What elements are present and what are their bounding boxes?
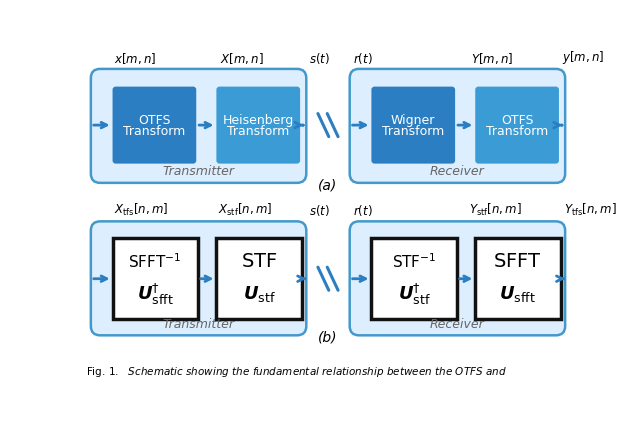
Text: $\mathrm{STF}^{-1}$: $\mathrm{STF}^{-1}$: [392, 252, 436, 271]
Text: $X_{\mathrm{stf}}[n,m]$: $X_{\mathrm{stf}}[n,m]$: [218, 201, 273, 217]
Text: Transform: Transform: [227, 125, 289, 138]
Text: $\boldsymbol{U}^{\dagger}_{\mathrm{stf}}$: $\boldsymbol{U}^{\dagger}_{\mathrm{stf}}…: [397, 281, 431, 307]
Text: $Y_{\mathrm{stf}}[n,m]$: $Y_{\mathrm{stf}}[n,m]$: [469, 201, 522, 217]
FancyBboxPatch shape: [349, 221, 565, 335]
FancyBboxPatch shape: [349, 69, 565, 183]
Text: $X[m,n]$: $X[m,n]$: [220, 51, 263, 66]
Text: $\mathrm{SFFT}$: $\mathrm{SFFT}$: [493, 252, 542, 271]
Text: $Y[m,n]$: $Y[m,n]$: [470, 51, 513, 66]
Text: Transform: Transform: [486, 125, 548, 138]
FancyBboxPatch shape: [113, 87, 196, 164]
Text: $\boldsymbol{U}^{\dagger}_{\mathrm{sfft}}$: $\boldsymbol{U}^{\dagger}_{\mathrm{sfft}…: [137, 281, 173, 307]
Text: Heisenberg: Heisenberg: [223, 114, 294, 127]
Text: (a): (a): [318, 179, 338, 193]
Text: $x[m,n]$: $x[m,n]$: [114, 51, 156, 66]
FancyBboxPatch shape: [216, 87, 300, 164]
Text: $s(t)$: $s(t)$: [309, 203, 330, 217]
Bar: [476, 238, 561, 319]
Text: $r(t)$: $r(t)$: [353, 203, 372, 217]
Text: Transmitter: Transmitter: [163, 318, 235, 331]
Text: (b): (b): [318, 330, 338, 345]
Text: $\boldsymbol{U}_{\mathrm{stf}}$: $\boldsymbol{U}_{\mathrm{stf}}$: [243, 284, 276, 304]
Text: $X_{\mathrm{tfs}}[n,m]$: $X_{\mathrm{tfs}}[n,m]$: [114, 201, 168, 217]
Text: OTFS: OTFS: [501, 114, 533, 127]
Text: $\mathrm{STF}$: $\mathrm{STF}$: [241, 252, 277, 271]
Text: $r(t)$: $r(t)$: [353, 51, 372, 66]
Text: OTFS: OTFS: [138, 114, 171, 127]
Bar: [371, 238, 457, 319]
Text: Transform: Transform: [382, 125, 444, 138]
FancyBboxPatch shape: [91, 69, 307, 183]
Text: Transform: Transform: [124, 125, 186, 138]
Text: Receiver: Receiver: [430, 318, 485, 331]
Text: Transmitter: Transmitter: [163, 165, 235, 178]
Text: Wigner: Wigner: [391, 114, 435, 127]
Text: $\boldsymbol{U}_{\mathrm{sfft}}$: $\boldsymbol{U}_{\mathrm{sfft}}$: [499, 284, 536, 304]
FancyBboxPatch shape: [476, 87, 559, 164]
Text: Fig. 1.   $\it{Schematic\ showing\ the\ fundamental\ relationship\ between\ the\: Fig. 1. $\it{Schematic\ showing\ the\ fu…: [86, 365, 507, 379]
Bar: [113, 238, 198, 319]
Text: $\mathrm{SFFT}^{-1}$: $\mathrm{SFFT}^{-1}$: [129, 252, 182, 271]
FancyBboxPatch shape: [371, 87, 455, 164]
Text: $s(t)$: $s(t)$: [309, 51, 330, 66]
Text: $Y_{\mathrm{tfs}}[n,m]$: $Y_{\mathrm{tfs}}[n,m]$: [564, 201, 617, 217]
FancyBboxPatch shape: [91, 221, 307, 335]
Text: Receiver: Receiver: [430, 165, 485, 178]
Bar: [216, 238, 301, 319]
Text: $y[m,n]$: $y[m,n]$: [562, 49, 604, 66]
